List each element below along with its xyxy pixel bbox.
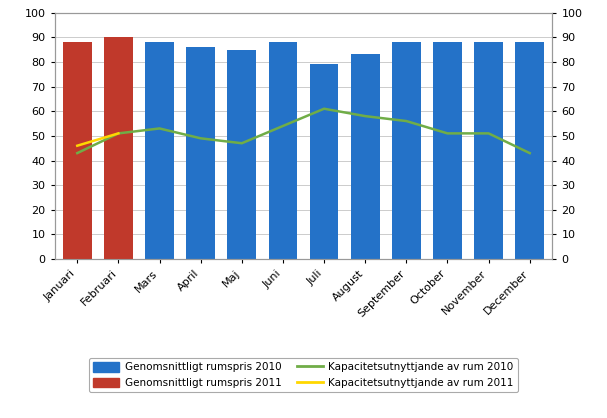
Bar	[104, 37, 133, 259]
Bar	[63, 47, 92, 259]
Bar	[515, 42, 544, 259]
Bar	[474, 42, 503, 259]
Bar	[351, 54, 379, 259]
Bar	[186, 47, 215, 259]
Bar	[145, 42, 174, 259]
Bar	[310, 64, 339, 259]
Legend: Genomsnittligt rumspris 2010, Genomsnittligt rumspris 2011, Kapacitetsutnyttjand: Genomsnittligt rumspris 2010, Genomsnitt…	[89, 358, 518, 392]
Bar	[104, 45, 133, 259]
Bar	[392, 42, 421, 259]
Bar	[228, 50, 256, 259]
Bar	[63, 42, 92, 259]
Bar	[433, 42, 462, 259]
Bar	[268, 42, 297, 259]
